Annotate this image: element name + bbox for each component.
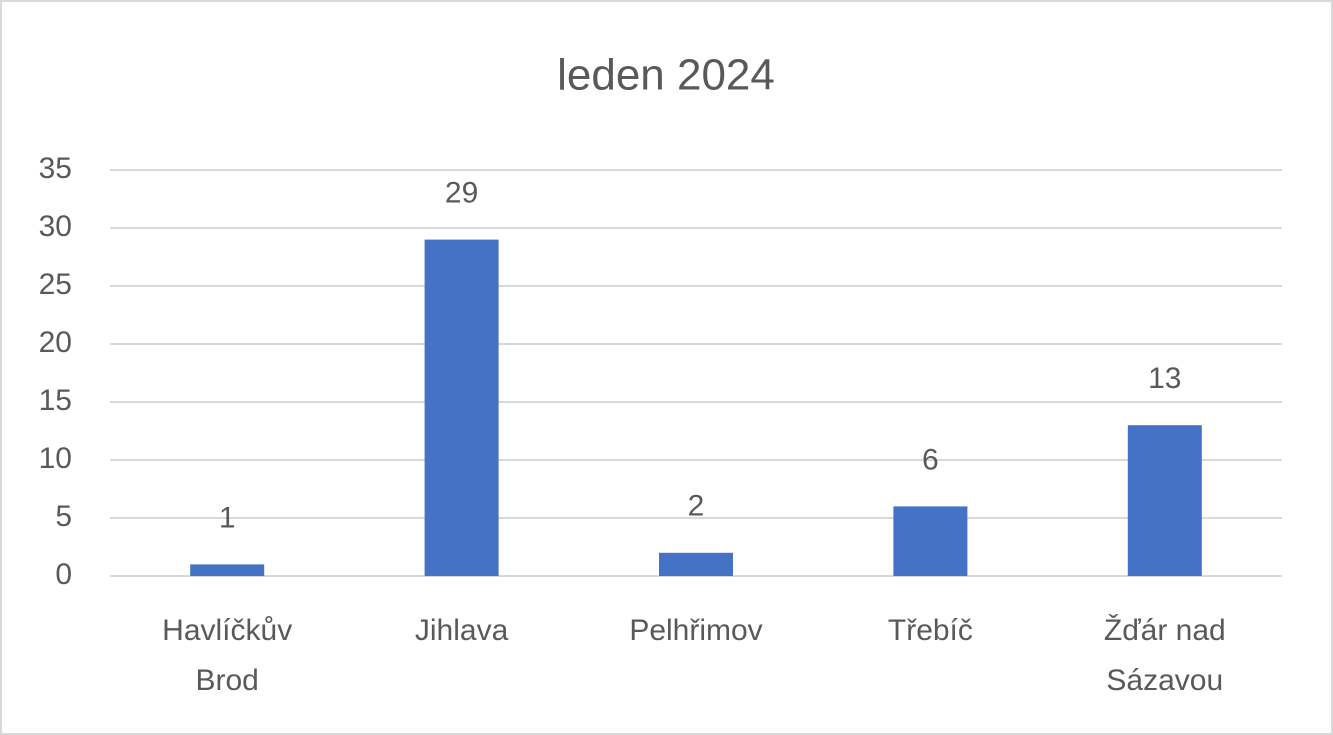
x-tick-label: Havlíčkův Brod [162,614,293,697]
data-label: 29 [445,177,478,210]
chart-title: leden 2024 [557,51,775,100]
x-tick-label: Žďár nad Sázavou [1103,614,1226,697]
data-label: 2 [688,490,705,523]
bar [1127,425,1202,576]
bar [424,239,499,576]
data-label: 1 [219,501,236,534]
y-tick-label: 15 [39,384,72,417]
x-tick-label: Pelhřimov [629,614,763,647]
y-tick-label: 20 [39,326,72,359]
bar [190,564,265,576]
bar [893,506,968,576]
x-tick-label: Jihlava [414,614,509,647]
y-tick-label: 35 [39,152,72,185]
data-label: 6 [922,443,939,476]
y-tick-label: 30 [39,210,72,243]
y-tick-label: 5 [55,500,72,533]
bar [659,552,733,576]
y-tick-label: 0 [55,558,72,591]
y-tick-label: 10 [39,442,72,475]
y-tick-label: 25 [39,268,72,301]
x-tick-label: Třebíč [887,614,973,647]
data-label: 13 [1148,362,1181,395]
